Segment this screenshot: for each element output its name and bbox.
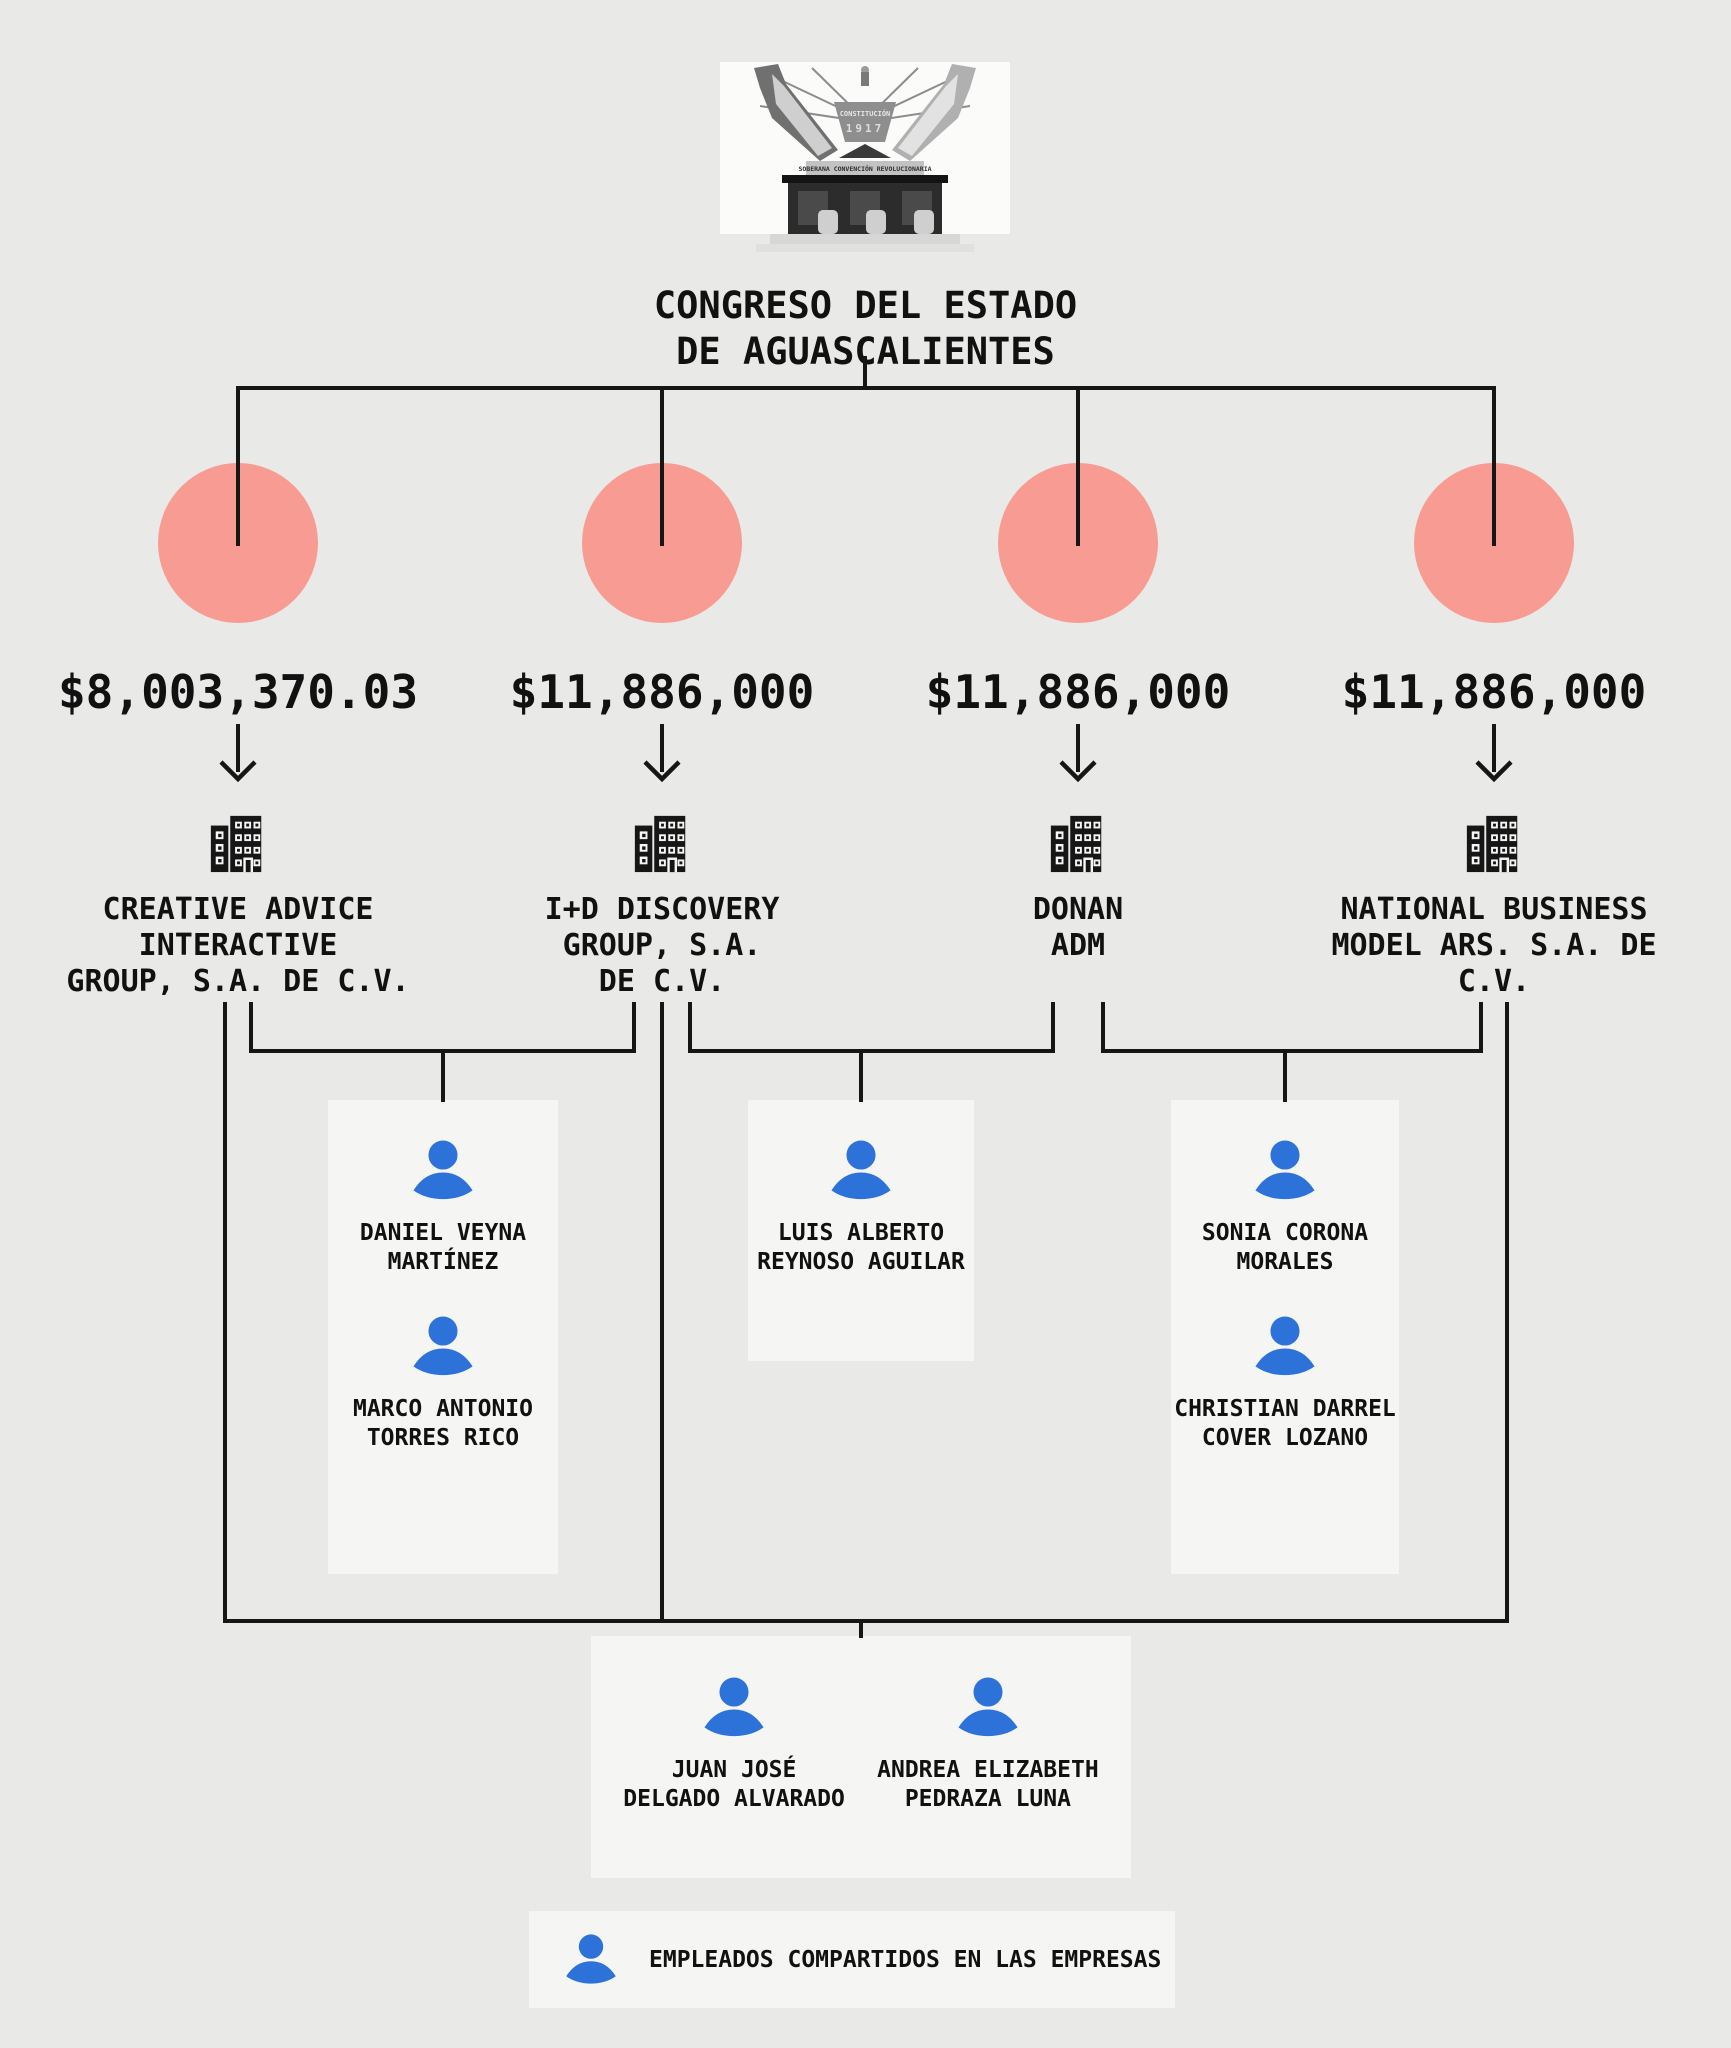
- legend: EMPLEADOS COMPARTIDOS EN LAS EMPRESAS: [529, 1911, 1175, 2008]
- monument-illustration: CONSTITUCIÓN 1917 SOBERANA CONVENCIÓN RE…: [720, 62, 1010, 252]
- connector-line: [1283, 1049, 1287, 1102]
- plaque-text: SOBERANA CONVENCIÓN REVOLUCIONARIA: [798, 164, 931, 173]
- connector-line: [223, 1619, 1509, 1623]
- connector-line: [1101, 1002, 1105, 1053]
- company-name: NATIONAL BUSINESS MODEL ARS. S.A. DE C.V…: [1331, 892, 1657, 999]
- connector-line: [1479, 1002, 1483, 1053]
- employee-name: MARCO ANTONIO TORRES RICO: [352, 1396, 533, 1451]
- arrow-shaft: [236, 724, 240, 772]
- amount-value: $11,886,000: [509, 665, 815, 719]
- down-arrow-icon: [219, 760, 257, 782]
- connector-line: [632, 1002, 636, 1053]
- company-name: I+D DISCOVERY GROUP, S.A. DE C.V.: [544, 892, 780, 999]
- employee-name: JUAN JOSÉ DELGADO ALVARADO: [623, 1757, 845, 1812]
- employee-name: DANIEL VEYNA MARTÍNEZ: [359, 1220, 527, 1275]
- person-icon: [831, 1140, 891, 1200]
- employee: CHRISTIAN DARREL COVER LOZANO: [1174, 1315, 1396, 1453]
- title-line-1: CONGRESO DEL ESTADO: [653, 284, 1078, 327]
- arrow-shaft: [660, 724, 664, 772]
- company-building-icon: [1466, 815, 1518, 873]
- connector-line: [1101, 1049, 1483, 1053]
- employee: DANIEL VEYNA MARTÍNEZ: [360, 1139, 526, 1277]
- company-name: DONAN ADM: [1032, 892, 1124, 963]
- connector-line: [688, 1049, 1055, 1053]
- connector-line: [859, 1619, 863, 1638]
- person-icon: [704, 1677, 764, 1737]
- connector-line: [1051, 1002, 1055, 1053]
- shared-employee: JUAN JOSÉ DELGADO ALVARADO: [623, 1676, 845, 1814]
- amount-value: $8,003,370.03: [57, 665, 419, 719]
- connector-line: [236, 386, 1496, 390]
- connector-line: [236, 386, 240, 546]
- arrow-shaft: [1492, 724, 1496, 772]
- connector-line: [863, 356, 867, 388]
- employee: MARCO ANTONIO TORRES RICO: [353, 1315, 533, 1453]
- employee-name: LUIS ALBERTO REYNOSO AGUILAR: [757, 1220, 965, 1275]
- connector-line: [1492, 386, 1496, 546]
- employee: SONIA CORONA MORALES: [1202, 1139, 1368, 1277]
- connector-line: [660, 1002, 664, 1623]
- employee-card: LUIS ALBERTO REYNOSO AGUILAR: [748, 1100, 974, 1361]
- amount-value: $11,886,000: [925, 665, 1231, 719]
- company-building-icon: [210, 815, 262, 873]
- person-icon: [566, 1933, 616, 1984]
- connector-line: [859, 1049, 863, 1102]
- connector-line: [1076, 386, 1080, 546]
- company-building-icon: [634, 815, 686, 873]
- down-arrow-icon: [1475, 760, 1513, 782]
- connector-line: [1505, 1002, 1509, 1623]
- employee-name: CHRISTIAN DARREL COVER LOZANO: [1174, 1396, 1396, 1451]
- employee-card: DANIEL VEYNA MARTÍNEZ MARCO ANTONIO TORR…: [328, 1100, 558, 1574]
- connector-line: [223, 1002, 227, 1623]
- urn-year: 1917: [846, 122, 885, 135]
- connector-line: [249, 1002, 253, 1053]
- down-arrow-icon: [643, 760, 681, 782]
- arrow-shaft: [1076, 724, 1080, 772]
- connector-line: [688, 1002, 692, 1053]
- down-arrow-icon: [1059, 760, 1097, 782]
- congress-building-photo: CONSTITUCIÓN 1917 SOBERANA CONVENCIÓN RE…: [720, 62, 1010, 264]
- company-name: CREATIVE ADVICE INTERACTIVE GROUP, S.A. …: [66, 892, 410, 999]
- legend-label: EMPLEADOS COMPARTIDOS EN LAS EMPRESAS: [649, 1946, 1162, 1973]
- employee-name: SONIA CORONA MORALES: [1201, 1220, 1369, 1275]
- person-icon: [1255, 1316, 1315, 1376]
- amount-value: $11,886,000: [1341, 665, 1647, 719]
- shared-employee: ANDREA ELIZABETH PEDRAZA LUNA: [877, 1676, 1099, 1814]
- person-icon: [413, 1140, 473, 1200]
- employee-card: SONIA CORONA MORALES CHRISTIAN DARREL CO…: [1171, 1100, 1399, 1574]
- person-icon: [413, 1316, 473, 1376]
- employee: LUIS ALBERTO REYNOSO AGUILAR: [757, 1139, 965, 1277]
- person-icon: [958, 1677, 1018, 1737]
- connector-line: [441, 1049, 445, 1102]
- employee-name: ANDREA ELIZABETH PEDRAZA LUNA: [877, 1757, 1099, 1812]
- person-icon: [1255, 1140, 1315, 1200]
- urn-text: CONSTITUCIÓN: [840, 109, 891, 118]
- connector-line: [660, 386, 664, 546]
- company-building-icon: [1050, 815, 1102, 873]
- shared-employees-card: JUAN JOSÉ DELGADO ALVARADO ANDREA ELIZAB…: [591, 1636, 1131, 1878]
- page-title: CONGRESO DEL ESTADO DE AGUASCALIENTES: [0, 283, 1731, 375]
